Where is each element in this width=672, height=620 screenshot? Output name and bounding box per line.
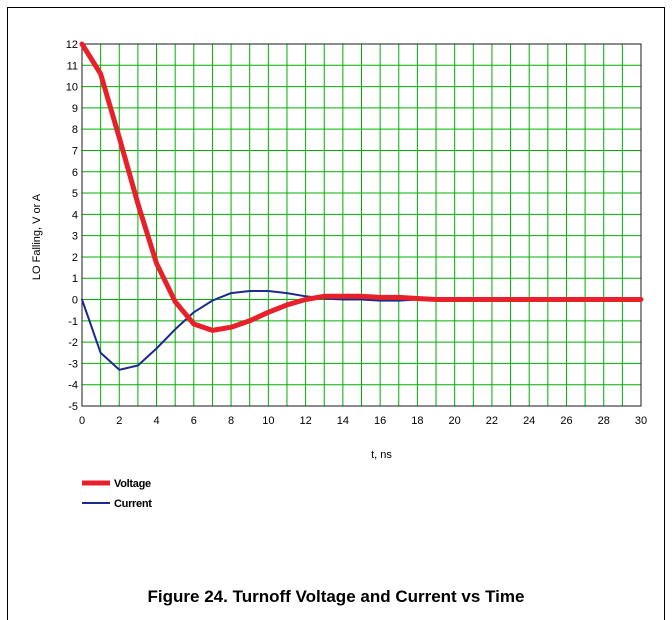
y-tick-label: -5	[68, 401, 78, 413]
y-tick-label: 0	[72, 295, 78, 307]
x-tick-label: 28	[598, 415, 610, 427]
x-tick-label: 22	[486, 415, 498, 427]
y-tick-label: 1	[72, 273, 78, 285]
figure-caption: Figure 24. Turnoff Voltage and Current v…	[147, 587, 525, 606]
legend-label-voltage: Voltage	[114, 478, 151, 490]
y-axis-label: LO Falling, V or A	[31, 193, 43, 280]
y-tick-label: -3	[68, 358, 78, 370]
y-tick-label: 5	[72, 188, 78, 200]
x-tick-label: 20	[449, 415, 461, 427]
x-tick-label: 12	[299, 415, 311, 427]
legend: Voltage Current	[82, 478, 153, 510]
x-tick-label: 4	[153, 415, 159, 427]
series-group	[79, 41, 644, 371]
y-tick-label: 3	[72, 231, 78, 243]
x-axis-label: t, ns	[371, 449, 392, 461]
plot-border	[81, 43, 642, 407]
y-tick-label: -4	[68, 380, 78, 392]
y-tick-label: 9	[72, 103, 78, 115]
series-line-voltage	[79, 41, 644, 333]
y-tick-label: 8	[72, 124, 78, 136]
y-tick-label: -1	[68, 316, 78, 328]
x-tick-label: 2	[116, 415, 122, 427]
x-tick-label: 14	[337, 415, 349, 427]
x-tick-label: 0	[79, 415, 85, 427]
x-tick-label: 10	[262, 415, 274, 427]
y-tick-label: -2	[68, 337, 78, 349]
y-tick-label: 10	[66, 82, 78, 94]
y-tick-label: 12	[66, 39, 78, 51]
x-tick-labels: 0 2 4 6 8 10 12 14 16 18 20 22 24 26 28 30	[79, 415, 647, 427]
y-tick-label: 6	[72, 167, 78, 179]
y-tick-label: 7	[72, 145, 78, 157]
turnoff-chart: 0 2 4 6 8 10 12 14 16 18 20 22 24 26 28 30 121110987654…	[31, 39, 647, 510]
grid-lines	[81, 43, 642, 407]
x-tick-label: 8	[228, 415, 234, 427]
x-tick-label: 18	[411, 415, 423, 427]
legend-label-current: Current	[114, 498, 152, 510]
x-tick-label: 24	[523, 415, 535, 427]
x-tick-label: 26	[560, 415, 572, 427]
x-tick-label: 6	[191, 415, 197, 427]
y-tick-label: 2	[72, 252, 78, 264]
y-tick-label: 4	[72, 209, 78, 221]
y-tick-label: 11	[67, 60, 78, 72]
x-tick-label: 16	[374, 415, 386, 427]
x-tick-label: 30	[635, 415, 647, 427]
